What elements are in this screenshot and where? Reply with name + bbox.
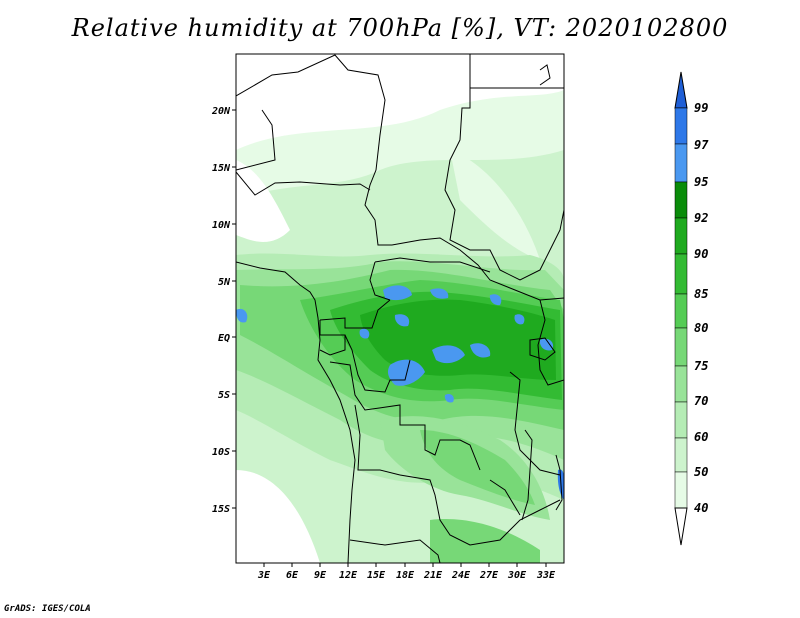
lat-label: 10S xyxy=(212,447,230,458)
lon-label: 33E xyxy=(536,570,556,581)
lat-label: 5N xyxy=(218,277,231,288)
lon-label: 27E xyxy=(479,570,499,581)
colorbar-segment xyxy=(674,437,688,473)
colorbar-segment xyxy=(674,401,688,439)
colorbar: 99 97 95 92 90 85 80 75 70 60 50 40 xyxy=(674,71,709,546)
lon-label: 15E xyxy=(367,570,386,581)
coastline xyxy=(236,64,563,563)
lat-label: 20N xyxy=(211,106,231,117)
lon-label: 30E xyxy=(507,570,527,581)
colorbar-label: 40 xyxy=(694,501,708,515)
colorbar-bottom-arrow xyxy=(674,507,688,546)
lat-label: 15N xyxy=(212,163,231,174)
colorbar-segment xyxy=(674,107,688,145)
lon-label: 3E xyxy=(257,570,271,581)
colorbar-label: 95 xyxy=(694,175,708,189)
lat-label: 10N xyxy=(212,220,231,231)
map-frame xyxy=(235,53,565,564)
colorbar-label: 90 xyxy=(694,247,708,261)
country-borders xyxy=(236,54,564,563)
colorbar-label: 97 xyxy=(694,138,709,152)
colorbar-segment xyxy=(674,143,688,183)
colorbar-segment xyxy=(674,327,688,367)
colorbar-segment xyxy=(674,181,688,219)
map-figure: 20N 15N 10N 5N EQ 5S 10S 15S 3E 6E 9E 12… xyxy=(211,53,709,581)
credit-text: GrADS: IGES/COLA xyxy=(4,604,91,614)
colorbar-segment xyxy=(674,293,688,329)
colorbar-label: 85 xyxy=(694,287,708,301)
colorbar-segment xyxy=(674,253,688,295)
lat-axis: 20N 15N 10N 5N EQ 5S 10S 15S xyxy=(211,106,236,515)
colorbar-label: 99 xyxy=(694,101,708,115)
lon-label: 12E xyxy=(339,570,358,581)
colorbar-label: 75 xyxy=(694,359,708,373)
colorbar-label: 80 xyxy=(694,321,708,335)
colorbar-top-arrow xyxy=(674,71,688,109)
lat-label: 5S xyxy=(218,390,230,401)
colorbar-segment xyxy=(674,471,688,509)
lon-label: 9E xyxy=(314,570,327,581)
colorbar-segment xyxy=(674,217,688,255)
map-title: Relative humidity at 700hPa [%], VT: 202… xyxy=(71,14,729,42)
colorbar-label: 60 xyxy=(694,430,708,444)
lon-label: 18E xyxy=(396,570,415,581)
humidity-field xyxy=(236,54,564,563)
lon-label: 24E xyxy=(451,570,471,581)
colorbar-label: 50 xyxy=(694,465,708,479)
lon-label: 21E xyxy=(423,570,443,581)
colorbar-label: 92 xyxy=(694,211,708,225)
colorbar-segment xyxy=(674,365,688,403)
lat-label: 15S xyxy=(212,504,230,515)
lat-label: EQ xyxy=(218,333,230,344)
lon-axis: 3E 6E 9E 12E 15E 18E 21E 24E 27E 30E 33E xyxy=(257,563,556,581)
colorbar-label: 70 xyxy=(694,394,708,408)
lon-label: 6E xyxy=(286,570,299,581)
